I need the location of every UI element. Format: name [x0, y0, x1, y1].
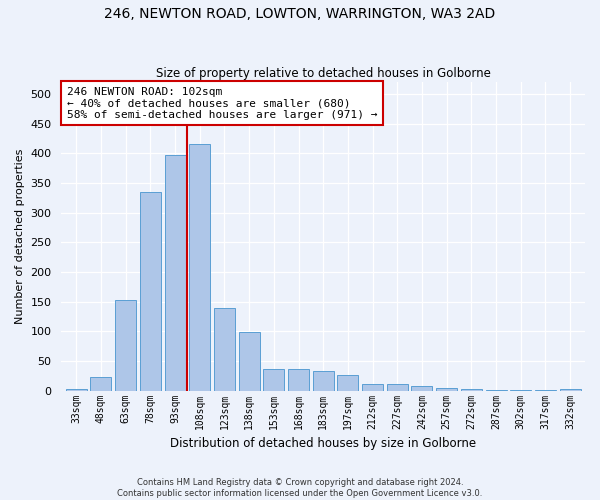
- Bar: [412, 386, 433, 390]
- Bar: [91, 377, 112, 390]
- X-axis label: Distribution of detached houses by size in Golborne: Distribution of detached houses by size …: [170, 437, 476, 450]
- Bar: [115, 300, 136, 390]
- Title: Size of property relative to detached houses in Golborne: Size of property relative to detached ho…: [156, 66, 491, 80]
- Bar: [189, 144, 210, 390]
- Text: Contains HM Land Registry data © Crown copyright and database right 2024.
Contai: Contains HM Land Registry data © Crown c…: [118, 478, 482, 498]
- Bar: [214, 308, 235, 390]
- Bar: [313, 371, 334, 390]
- Text: 246 NEWTON ROAD: 102sqm
← 40% of detached houses are smaller (680)
58% of semi-d: 246 NEWTON ROAD: 102sqm ← 40% of detache…: [67, 86, 377, 120]
- Bar: [288, 370, 309, 390]
- Bar: [436, 388, 457, 390]
- Bar: [164, 155, 185, 390]
- Y-axis label: Number of detached properties: Number of detached properties: [15, 148, 25, 324]
- Bar: [66, 389, 87, 390]
- Bar: [239, 332, 260, 390]
- Bar: [140, 192, 161, 390]
- Bar: [387, 384, 408, 390]
- Bar: [362, 384, 383, 390]
- Bar: [337, 374, 358, 390]
- Bar: [263, 368, 284, 390]
- Text: 246, NEWTON ROAD, LOWTON, WARRINGTON, WA3 2AD: 246, NEWTON ROAD, LOWTON, WARRINGTON, WA…: [104, 8, 496, 22]
